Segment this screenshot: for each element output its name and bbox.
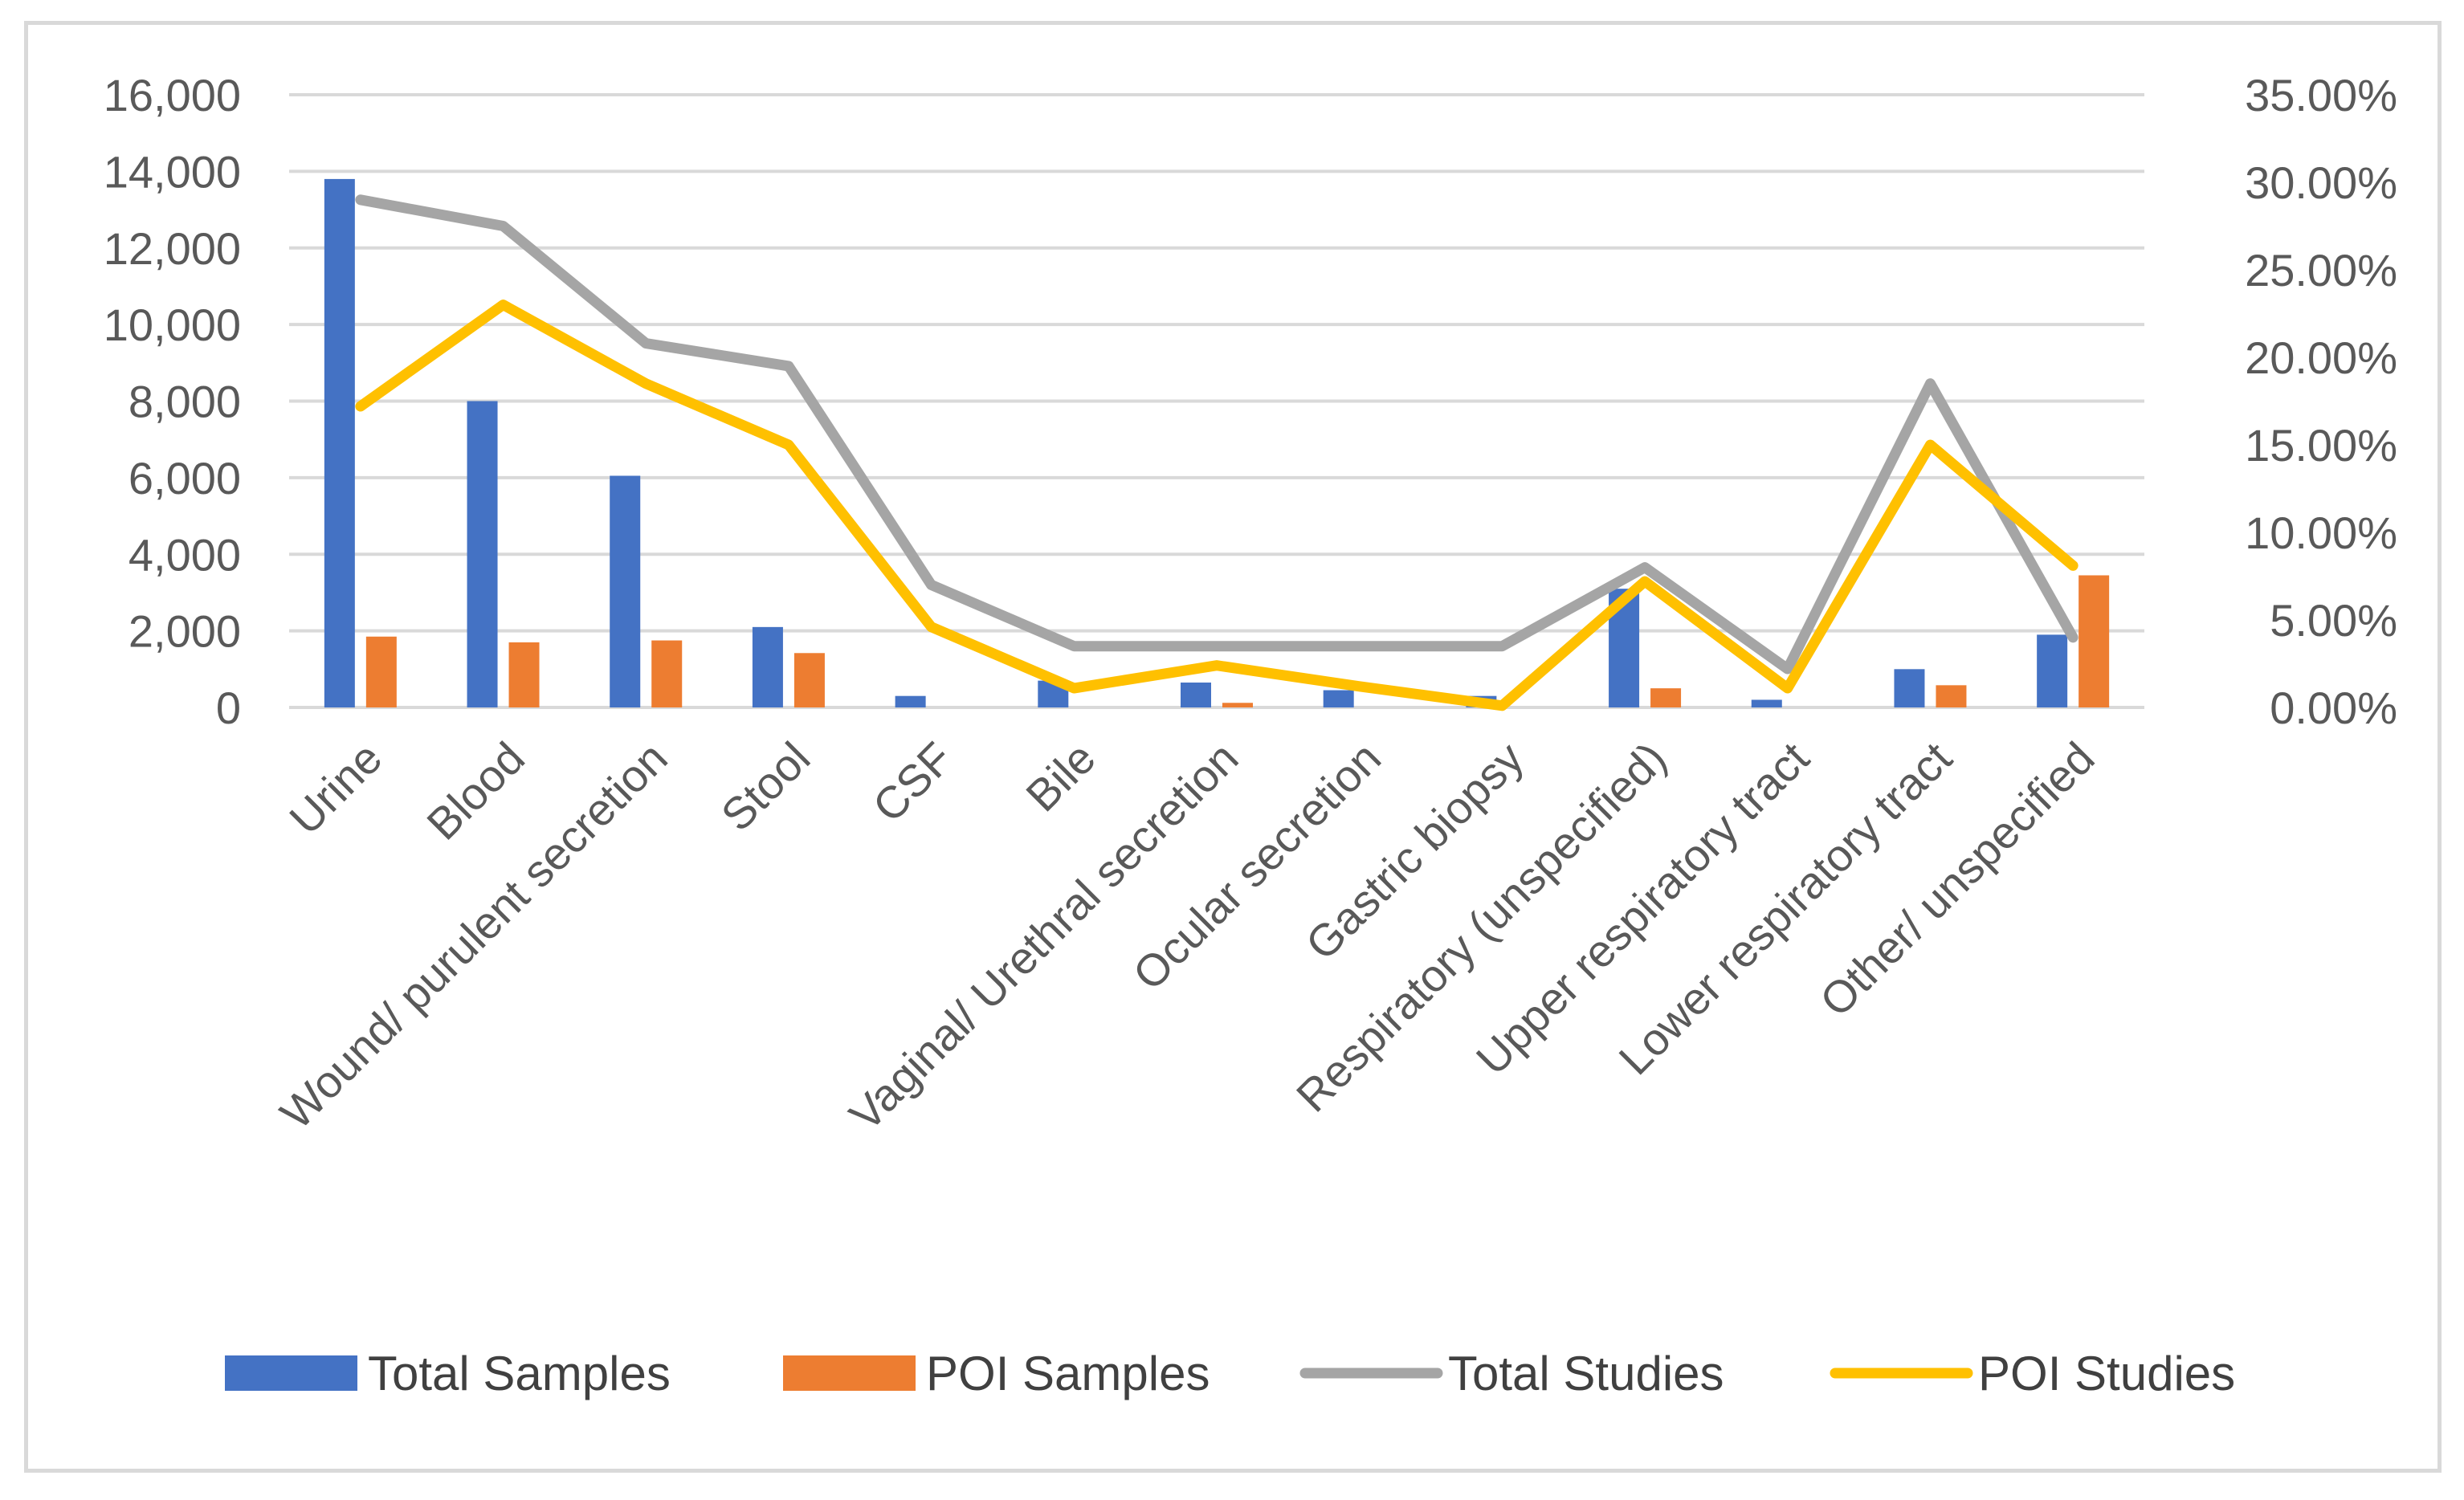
line-series [355,194,2078,711]
bar-total-samples [752,626,783,707]
bar-total-samples [1181,683,1211,707]
left-axis-tick-label: 10,000 [104,300,241,350]
bar-total-samples [324,178,355,708]
right-axis-tick-label: 20.00% [2245,332,2397,383]
left-axis-tick-label: 16,000 [104,70,241,120]
legend-label: POI Studies [1978,1347,2235,1400]
category-label: CSF [863,732,962,832]
left-axis-tick-label: 14,000 [104,146,241,197]
line-poi-studies [355,300,2078,711]
left-axis-tick-label: 0 [216,683,241,733]
legend-swatch [225,1355,357,1391]
left-axis-ticks: 0 2,000 4,000 6,000 8,000 10,000 12,000 14,000 1… [104,70,241,733]
legend-label: Total Studies [1448,1347,1724,1400]
bar-total-samples [610,475,641,707]
bar-series [324,178,2110,708]
line-total-studies [355,194,2078,675]
category-label: Ocular secretion [1123,732,1390,1000]
bar-poi-samples [1650,688,1682,707]
legend-label: Total Samples [368,1347,671,1400]
left-axis-tick-label: 6,000 [129,453,241,503]
chart-frame [24,21,2442,1473]
bar-poi-samples [508,642,540,707]
legend-swatch [783,1355,916,1391]
right-axis-tick-label: 5.00% [2270,595,2397,646]
bar-total-samples [1323,690,1354,707]
legend: Total Samples POI Samples Total Studies POI… [225,1347,2235,1400]
right-axis-tick-label: 15.00% [2245,420,2397,471]
bar-total-samples [467,401,498,707]
bar-total-samples [2037,634,2068,707]
legend-label: POI Samples [926,1347,1210,1400]
bar-poi-samples [1936,685,1967,707]
category-label: Urine [279,732,391,844]
bar-total-samples [895,695,926,707]
right-axis-tick-label: 10.00% [2245,507,2397,558]
right-axis-tick-label: 0.00% [2270,683,2397,733]
right-axis-tick-label: 25.00% [2245,245,2397,296]
left-axis-tick-label: 8,000 [129,377,241,427]
bar-poi-samples [651,640,683,707]
left-axis-tick-label: 2,000 [129,606,241,657]
bar-poi-samples [1222,703,1253,707]
bar-total-samples [1751,699,1782,707]
left-axis-tick-label: 4,000 [129,529,241,580]
right-axis-tick-label: 35.00% [2245,70,2397,120]
bar-poi-samples [793,653,825,707]
bar-total-samples [1894,669,1925,707]
category-label: Stool [712,732,820,841]
bar-poi-samples [2078,575,2110,707]
right-axis-tick-label: 30.00% [2245,157,2397,208]
right-axis-ticks: 0.00% 5.00% 10.00% 15.00% 20.00% 25.00% 30.00%… [2245,70,2397,733]
category-label: Blood [417,732,534,850]
category-label: Other/ unspecified [1810,732,2104,1026]
category-label: Bile [1016,732,1105,821]
bar-poi-samples [365,636,397,707]
left-axis-tick-label: 12,000 [104,223,241,274]
gridlines [289,93,2144,709]
